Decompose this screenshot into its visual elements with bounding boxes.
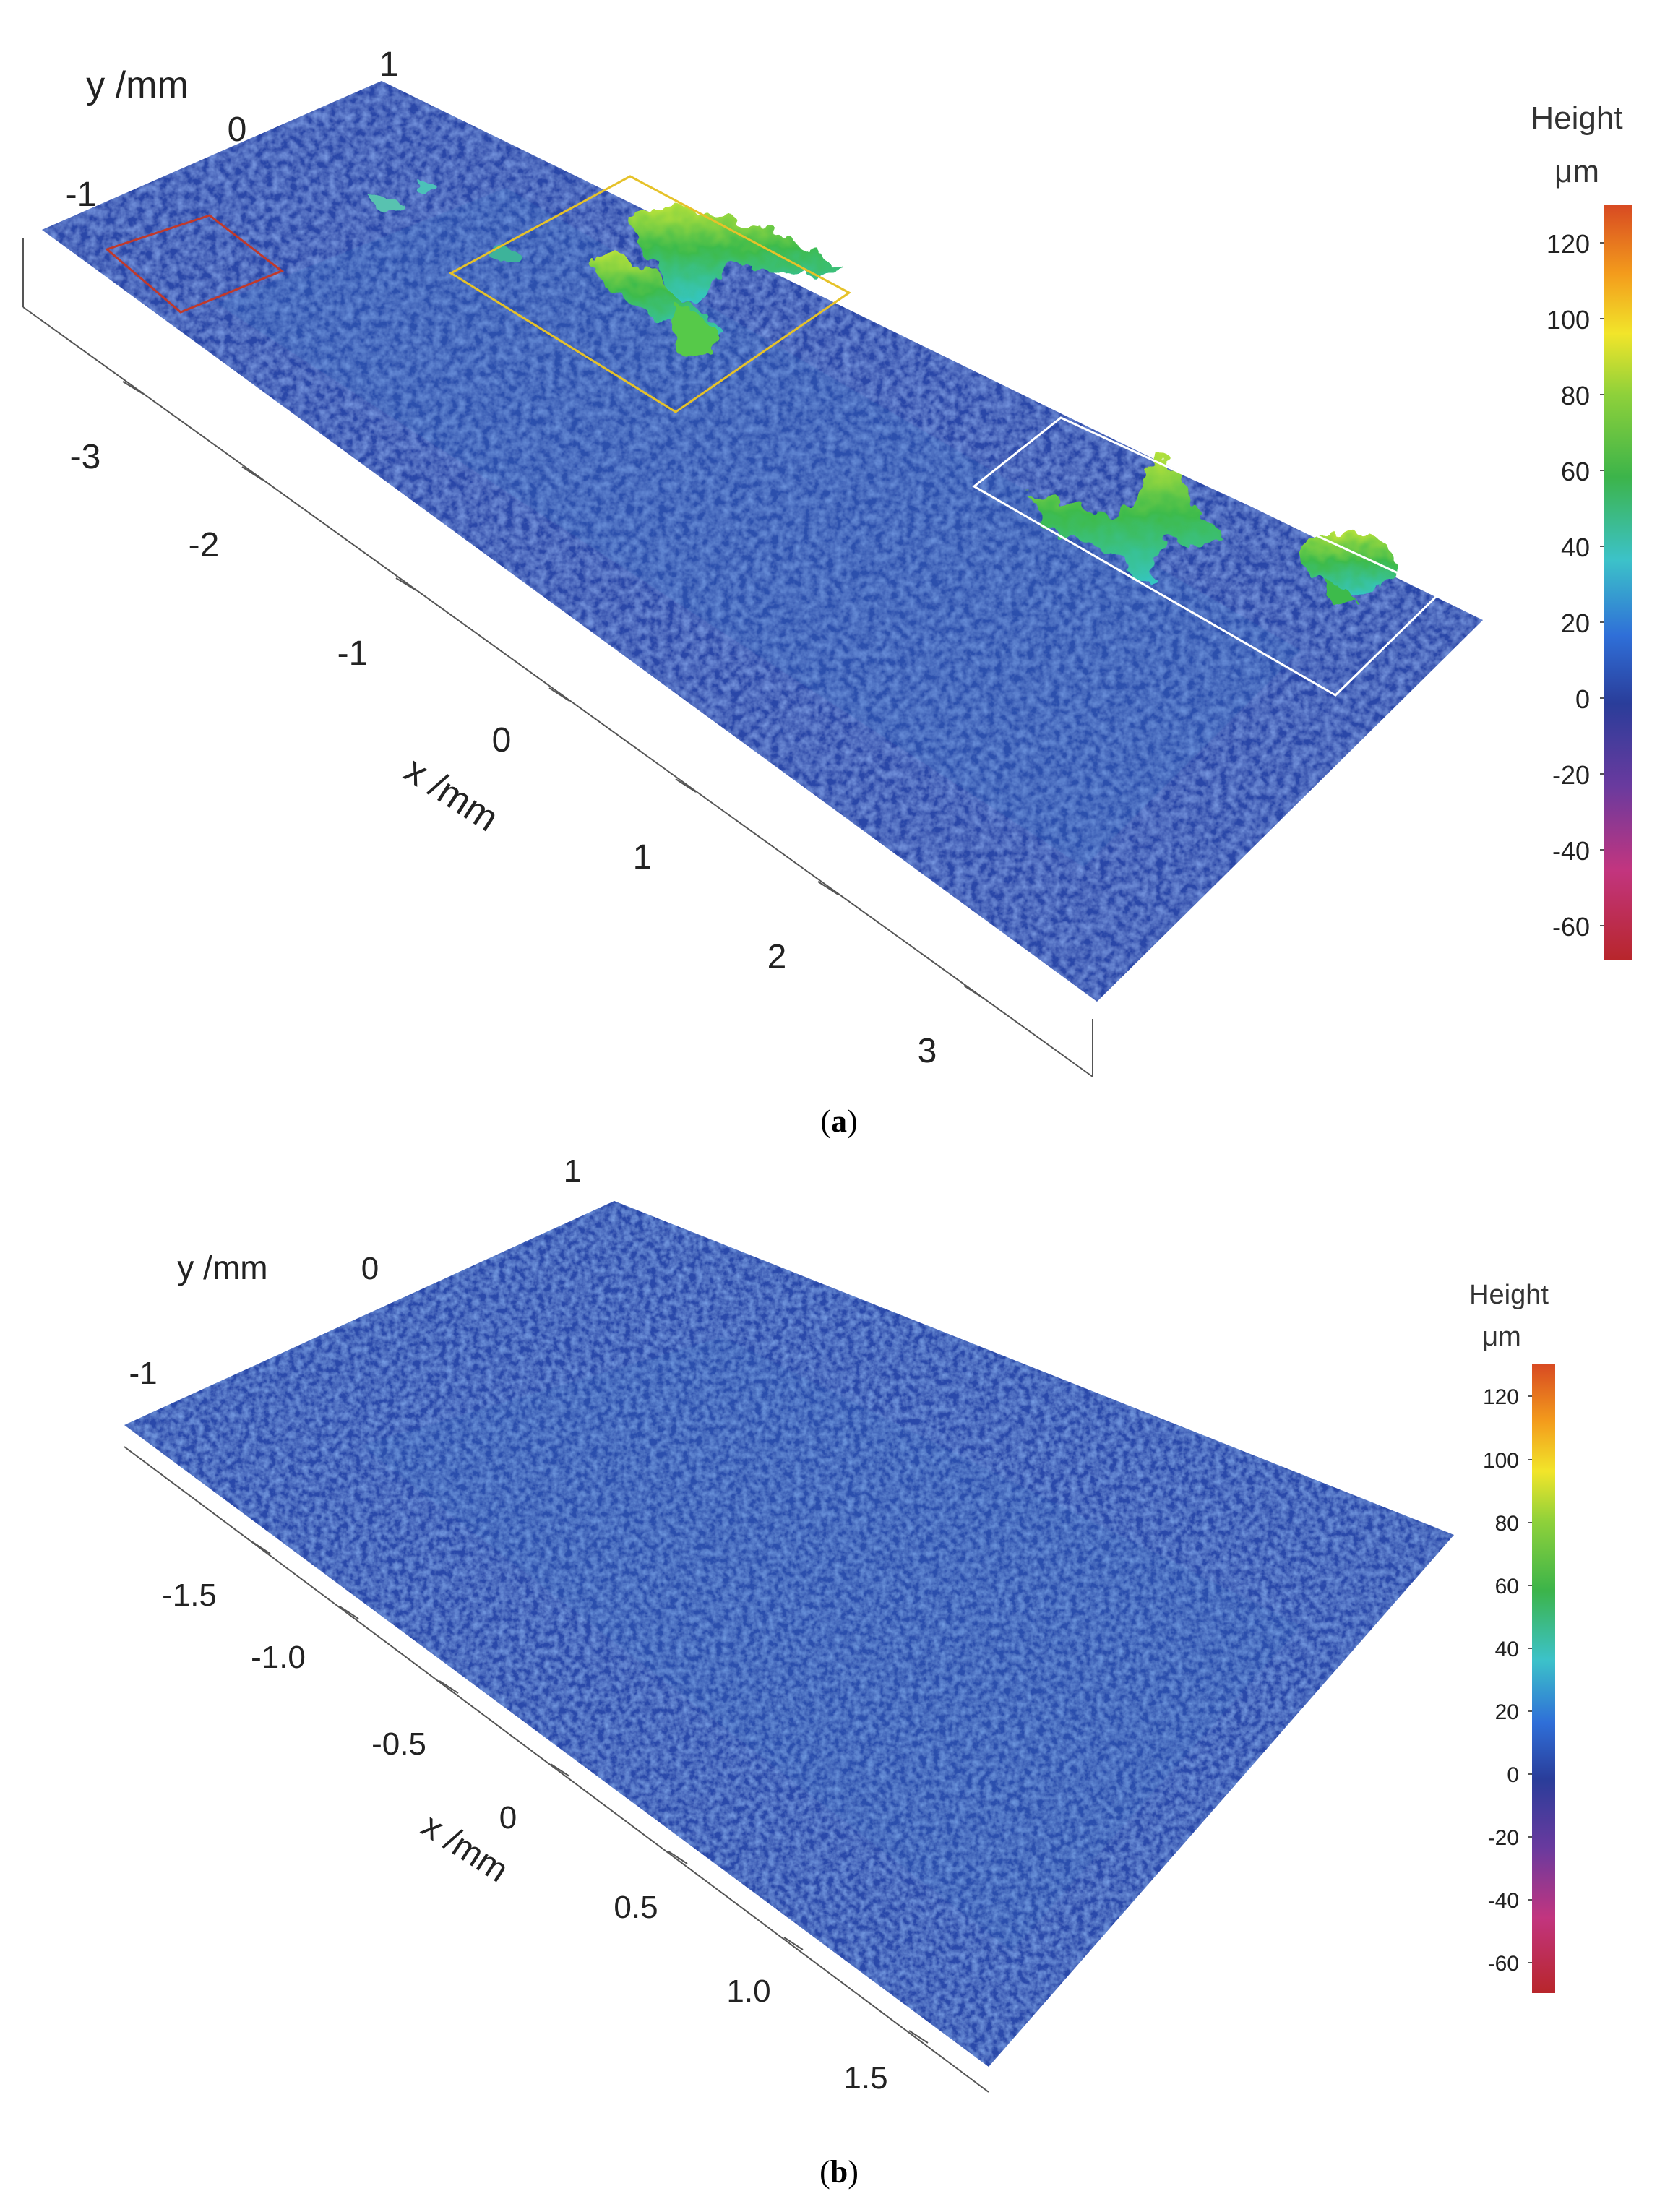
panel-b-caption-label: b [830, 2154, 848, 2190]
colorbar-tick-label: 0 [1575, 684, 1590, 714]
x-ticks-b [251, 1541, 929, 2044]
x-tick-label: 1.5 [843, 2060, 887, 2096]
x-tick-labels-a: -3 -2 -1 0 1 2 3 [70, 438, 937, 1070]
colorbar-tick-label: -20 [1552, 760, 1590, 790]
colorbar-tick-label: 0 [1507, 1763, 1519, 1787]
colorbar-tick-label: 40 [1495, 1638, 1519, 1661]
x-tick-label: 1.0 [726, 1974, 770, 2009]
x-tick-label: -3 [70, 438, 101, 476]
x-tick-label: -1.0 [251, 1640, 306, 1675]
colorbar-tick-label: 120 [1546, 229, 1590, 259]
x-tick-label: -2 [189, 526, 220, 564]
y-tick-label: 1 [379, 46, 399, 84]
colorbar-tick-label: 60 [1495, 1575, 1519, 1598]
x-ticks-a [122, 381, 985, 999]
surface-a-peaks [369, 179, 1395, 605]
surface-b [124, 1201, 1454, 2067]
x-tick-label: 3 [918, 1032, 937, 1070]
colorbar-tick-label: 20 [1495, 1700, 1519, 1724]
y-axis-label-a: y /mm [86, 64, 189, 106]
colorbar-tick-labels: 120 100 80 60 40 20 0 -20 -40 -60 [1483, 1385, 1519, 1976]
colorbar-tick-label: 20 [1561, 608, 1590, 638]
colorbar-gradient [1604, 205, 1632, 960]
colorbar-unit: μm [1554, 154, 1599, 189]
colorbar-unit: μm [1482, 1322, 1521, 1352]
colorbar-tick-label: -60 [1488, 1952, 1519, 1976]
colorbar-tick-labels: 120 100 80 60 40 20 0 -20 -40 -60 [1546, 229, 1590, 942]
y-tick-label: -1 [66, 176, 97, 214]
colorbar-title: Height [1531, 100, 1622, 136]
x-tick-label: -0.5 [371, 1726, 426, 1762]
x-tick-label: -1.5 [162, 1578, 217, 1613]
x-tick-label: 2 [767, 938, 787, 976]
axes-a [22, 238, 1093, 1077]
surface-a [42, 81, 1483, 1002]
colorbar-tick-label: -20 [1488, 1826, 1519, 1850]
panel-a-caption-label: a [831, 1103, 847, 1139]
colorbar-tick-label: 40 [1561, 533, 1590, 562]
x-tick-label: 0 [492, 721, 512, 759]
x-tick-label: 0 [499, 1800, 517, 1836]
panel-b-caption: (b) [819, 2154, 859, 2190]
x-axis-label-a: x /mm [397, 749, 505, 840]
colorbar-tick-label: 80 [1495, 1512, 1519, 1536]
colorbar-tick-label: 120 [1483, 1385, 1519, 1409]
colorbar-tick-label: -40 [1552, 836, 1590, 866]
colorbar-tick-label: 60 [1561, 457, 1590, 486]
y-tick-label: 0 [361, 1251, 379, 1286]
colorbar-ticks [1528, 1395, 1532, 1963]
colorbar-a: Height μm 120 100 80 60 40 2 [1531, 100, 1632, 960]
colorbar-title: Height [1469, 1280, 1549, 1310]
surface-a-haze [217, 188, 1301, 867]
highlight-box-yellow [449, 175, 851, 413]
panel-a-caption: (a) [820, 1103, 857, 1139]
colorbar-tick-label: 100 [1483, 1449, 1519, 1473]
y-tick-label: 0 [228, 111, 247, 149]
colorbar-ticks [1600, 242, 1604, 926]
colorbar-tick-label: 100 [1546, 305, 1590, 335]
colorbar-gradient [1532, 1364, 1555, 1993]
x-tick-label: -1 [337, 634, 369, 673]
panel-b: -1.5 -1.0 -0.5 0 0.5 1.0 1.5 x /mm -1 0 … [124, 1153, 1555, 2190]
highlight-box-white [972, 416, 1442, 697]
panel-a: -3 -2 -1 0 1 2 3 x /mm -1 0 1 y /mm Heig… [22, 46, 1632, 1139]
y-tick-label: -1 [129, 1356, 157, 1391]
colorbar-tick-label: -40 [1488, 1889, 1519, 1913]
x-tick-labels-b: -1.5 -1.0 -0.5 0 0.5 1.0 1.5 [162, 1578, 888, 2096]
colorbar-tick-label: 80 [1561, 381, 1590, 410]
surface-b-haze [361, 1337, 1301, 1951]
x-tick-label: 0.5 [614, 1890, 658, 1925]
y-tick-label: 1 [564, 1153, 581, 1189]
y-axis-label-b: y /mm [177, 1249, 267, 1286]
axes-b [124, 1446, 989, 2093]
x-tick-label: 1 [633, 838, 653, 877]
highlight-box-red [105, 214, 284, 314]
colorbar-b: Height μm 120 100 80 60 40 2 [1469, 1280, 1555, 1993]
colorbar-tick-label: -60 [1552, 912, 1590, 942]
